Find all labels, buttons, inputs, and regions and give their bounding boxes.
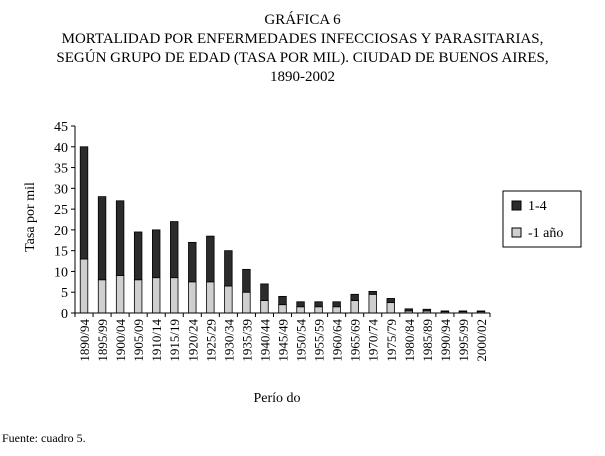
bar-menos-1-1975/79	[386, 302, 395, 314]
x-tick-label: 1900/04	[113, 319, 128, 362]
x-tick-label: 1930/34	[221, 319, 236, 362]
bar-1-4-1890/94	[79, 146, 89, 260]
x-tick-label: 1970/74	[366, 319, 381, 362]
x-tick-label: 1905/09	[131, 319, 146, 362]
bar-menos-1-1965/69	[350, 300, 359, 314]
x-tick-label: 1925/29	[203, 319, 218, 362]
legend-label-menos-1: -1 año	[528, 226, 563, 241]
bar-menos-1-1960/64	[332, 306, 341, 314]
bar-1-4-1990/94	[440, 310, 450, 313]
bar-1-4-1935/39	[242, 268, 251, 293]
x-tick-label: 1915/19	[167, 319, 182, 362]
bar-1-4-1950/54	[296, 301, 305, 308]
bar-menos-1-1950/54	[296, 306, 305, 314]
x-tick-label: 2000/02	[474, 319, 489, 362]
x-tick-label: 1985/89	[420, 319, 435, 362]
title-line-3: SEGÚN GRUPO DE EDAD (TASA POR MIL). CIUD…	[56, 50, 549, 66]
x-tick-label: 1895/99	[95, 319, 110, 362]
bar-1-4-1895/99	[97, 196, 107, 281]
x-tick-label: 1890/94	[77, 319, 92, 362]
bar-1-4-1915/19	[170, 221, 179, 279]
bar-menos-1-1955/59	[314, 306, 323, 314]
bar-menos-1-1900/04	[115, 275, 125, 314]
legend-swatch-menos-1	[511, 227, 522, 238]
title-line-2: MORTALIDAD POR ENFERMEDADES INFECCIOSAS …	[61, 31, 544, 47]
title-line-1: GRÁFICA 6	[264, 12, 341, 28]
bar-menos-1-1910/14	[152, 277, 161, 314]
bar-1-4-1960/64	[332, 301, 341, 308]
x-tick-label: 1995/99	[456, 319, 471, 362]
bar-menos-1-1945/49	[278, 304, 287, 314]
bar-menos-1-1895/99	[97, 279, 107, 314]
bar-1-4-1925/29	[206, 235, 215, 283]
bar-1-4-1940/44	[260, 283, 269, 301]
bar-menos-1-1915/19	[170, 277, 179, 314]
y-tick-label: 20	[54, 224, 68, 239]
bar-1-4-2000/02	[476, 310, 486, 313]
x-tick-label: 1965/69	[348, 319, 363, 362]
x-tick-label: 1920/24	[185, 319, 200, 362]
x-tick-label: 1940/44	[257, 319, 272, 362]
bar-1-4-1965/69	[350, 293, 359, 301]
bar-menos-1-1940/44	[260, 300, 269, 314]
y-tick-label: 0	[61, 307, 68, 322]
y-tick-label: 45	[54, 120, 68, 135]
y-tick-label: 25	[54, 203, 68, 218]
bar-1-4-1975/79	[386, 298, 395, 304]
bars	[79, 146, 486, 314]
x-tick-label: 1950/54	[294, 319, 309, 362]
y-tick-label: 5	[61, 286, 68, 301]
x-tick-label: 1955/59	[312, 319, 327, 362]
x-axis: 1890/94 1895/99 1900/04 1905/09 1910/14 1915/…	[74, 312, 491, 362]
bar-1-4-1945/49	[278, 295, 287, 306]
bar-1-4-1920/24	[188, 241, 197, 283]
legend: 1-4 -1 año	[502, 190, 582, 248]
bar-1-4-1980/84	[404, 308, 413, 312]
title-line-4: 1890-2002	[270, 69, 335, 85]
x-tick-label: 1935/39	[239, 319, 254, 362]
bar-menos-1-1935/39	[242, 291, 251, 314]
legend-box	[502, 190, 582, 248]
x-tick-label: 1980/84	[402, 319, 417, 362]
x-tick-label: 1975/79	[384, 319, 399, 362]
x-tick-label: 1910/14	[149, 319, 164, 362]
x-tick-label: 1960/64	[330, 319, 345, 362]
y-tick-label: 30	[54, 182, 68, 197]
bar-1-4-1970/74	[368, 290, 377, 295]
x-axis-label: Perío do	[253, 391, 300, 406]
bar-1-4-1985/89	[422, 308, 432, 312]
bar-menos-1-1905/09	[133, 279, 143, 314]
bar-1-4-1905/09	[133, 231, 143, 281]
bar-menos-1-1925/29	[206, 281, 215, 314]
x-tick-label: 1990/94	[438, 319, 453, 362]
bar-1-4-1995/99	[458, 310, 468, 313]
x-tick-label: 1945/49	[276, 319, 291, 362]
bar-1-4-1955/59	[314, 301, 323, 308]
chart-title: GRÁFICA 6 MORTALIDAD POR ENFERMEDADES IN…	[0, 11, 605, 87]
legend-label-1-4: 1-4	[528, 199, 547, 214]
source-note: Fuente: cuadro 5.	[2, 431, 86, 445]
y-axis-label: Tasa por mil	[23, 182, 38, 252]
y-tick-label: 35	[54, 162, 68, 177]
bar-menos-1-1930/34	[224, 285, 233, 314]
y-tick-label: 15	[54, 245, 68, 260]
legend-swatch-1-4	[511, 200, 522, 211]
bar-menos-1-1920/24	[188, 281, 197, 314]
bar-menos-1-1890/94	[79, 258, 89, 314]
y-tick-label: 10	[54, 265, 68, 280]
bar-1-4-1910/14	[152, 229, 161, 279]
y-tick-label: 40	[54, 141, 68, 156]
y-axis: 0 5 10 15 20 25 30 35 40 45	[54, 120, 76, 322]
bar-1-4-1930/34	[224, 250, 233, 287]
bar-menos-1-1970/74	[368, 293, 377, 314]
bar-1-4-1900/04	[115, 200, 125, 277]
